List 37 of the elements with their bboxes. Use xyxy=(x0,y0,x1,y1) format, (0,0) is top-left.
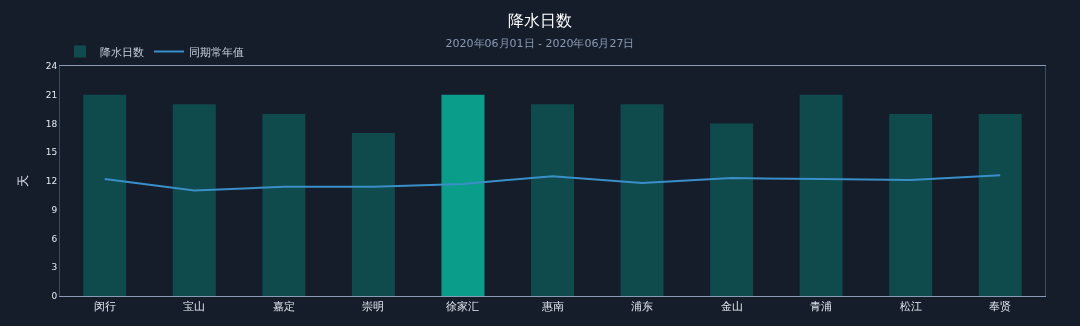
y-tick-label: 24 xyxy=(45,61,58,72)
legend-label: 降水日数 xyxy=(100,45,144,59)
line-series xyxy=(103,174,1002,192)
bar xyxy=(262,113,306,296)
chart-subtitle: 2020年06月01日 - 2020年06月27日 xyxy=(445,36,635,50)
bar xyxy=(799,94,843,296)
x-tick-label: 奉贤 xyxy=(989,300,1012,314)
legend-label: 同期常年值 xyxy=(189,45,244,59)
x-tick-label: 松江 xyxy=(899,300,922,314)
bar xyxy=(83,94,127,296)
bar xyxy=(441,94,485,296)
y-tick-label: 0 xyxy=(51,291,58,302)
x-tick-label: 浦东 xyxy=(631,300,654,314)
x-tick-label: 崇明 xyxy=(362,300,385,314)
y-tick-label: 15 xyxy=(45,147,58,158)
y-tick-label: 6 xyxy=(51,233,58,244)
y-tick-label: 9 xyxy=(51,204,58,215)
x-tick-label: 闵行 xyxy=(93,300,116,314)
bar xyxy=(620,104,664,296)
x-tick-label: 金山 xyxy=(720,300,743,314)
x-tick-label: 徐家汇 xyxy=(446,300,480,314)
bar xyxy=(531,104,574,296)
y-tick-label: 18 xyxy=(45,118,58,129)
y-tick-label: 3 xyxy=(51,262,58,273)
bar xyxy=(889,113,933,296)
y-tick-label: 21 xyxy=(45,89,58,100)
bar xyxy=(710,123,754,296)
x-tick-label: 惠南 xyxy=(540,300,564,314)
bar xyxy=(351,133,395,296)
bar xyxy=(978,113,1022,296)
bar xyxy=(172,104,216,296)
x-tick-label: 宝山 xyxy=(183,300,206,314)
y-tick-label: 12 xyxy=(45,176,58,187)
x-tick-label: 嘉定 xyxy=(272,300,295,314)
y-axis-title: 天 xyxy=(16,175,31,187)
x-tick-label: 青浦 xyxy=(810,300,833,314)
chart-title: 降水日数 xyxy=(508,11,572,31)
